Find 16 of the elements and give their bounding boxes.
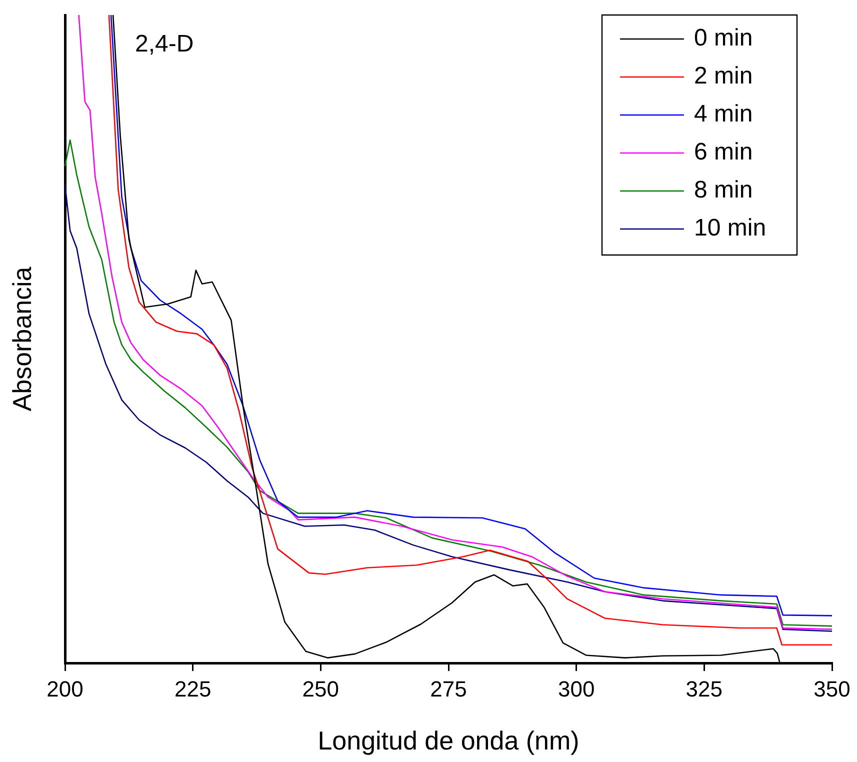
legend-label: 4 min [694,100,753,128]
legend-label: 10 min [694,214,766,242]
x-axis-title: Longitud de onda (nm) [318,726,580,756]
x-tick-label: 225 [174,676,212,702]
legend-label: 2 min [694,62,753,90]
x-tick-label: 300 [558,676,595,702]
legend-label: 0 min [694,24,753,52]
x-tick-label: 250 [302,676,340,702]
legend-label: 6 min [694,138,753,166]
x-tick-label: 350 [814,676,850,702]
x-tick-label: 275 [430,676,467,702]
y-axis-title: Absorbancia [6,266,37,412]
x-tick-label: 200 [46,676,84,702]
x-tick-label: 325 [686,676,723,702]
legend-label: 8 min [694,176,753,204]
annotation: 2,4-D [135,30,194,58]
